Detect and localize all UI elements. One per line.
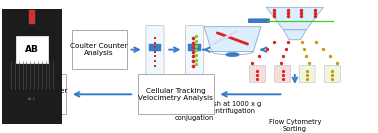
Polygon shape — [284, 30, 306, 40]
Text: rk-1: rk-1 — [28, 97, 36, 101]
FancyBboxPatch shape — [249, 65, 265, 82]
FancyBboxPatch shape — [275, 65, 291, 82]
Polygon shape — [204, 27, 261, 51]
FancyBboxPatch shape — [188, 44, 201, 51]
Text: Coulter Counter
Analysis: Coulter Counter Analysis — [10, 88, 68, 101]
FancyBboxPatch shape — [324, 65, 340, 82]
FancyBboxPatch shape — [16, 36, 48, 63]
Text: Cellular Tracking
Velocimetry Analysis: Cellular Tracking Velocimetry Analysis — [138, 88, 213, 101]
FancyBboxPatch shape — [149, 44, 161, 51]
Text: Flow Cytometry
Sorting: Flow Cytometry Sorting — [269, 119, 321, 132]
FancyBboxPatch shape — [248, 19, 270, 23]
FancyBboxPatch shape — [11, 74, 66, 114]
Text: MetHb -
oxidation: MetHb - oxidation — [139, 101, 170, 114]
FancyBboxPatch shape — [72, 30, 127, 70]
Text: AB: AB — [25, 45, 39, 54]
Polygon shape — [266, 7, 323, 30]
Text: Coulter Counter
Analysis: Coulter Counter Analysis — [70, 43, 128, 56]
Circle shape — [226, 52, 239, 57]
Text: Wash at 1000 x g
centrifugation: Wash at 1000 x g centrifugation — [203, 101, 262, 114]
FancyBboxPatch shape — [146, 25, 164, 75]
FancyBboxPatch shape — [186, 25, 204, 75]
FancyBboxPatch shape — [138, 74, 214, 114]
FancyBboxPatch shape — [299, 65, 315, 82]
Text: Annexin-V
FLUOS
conjugation: Annexin-V FLUOS conjugation — [175, 101, 214, 121]
FancyBboxPatch shape — [29, 11, 35, 24]
